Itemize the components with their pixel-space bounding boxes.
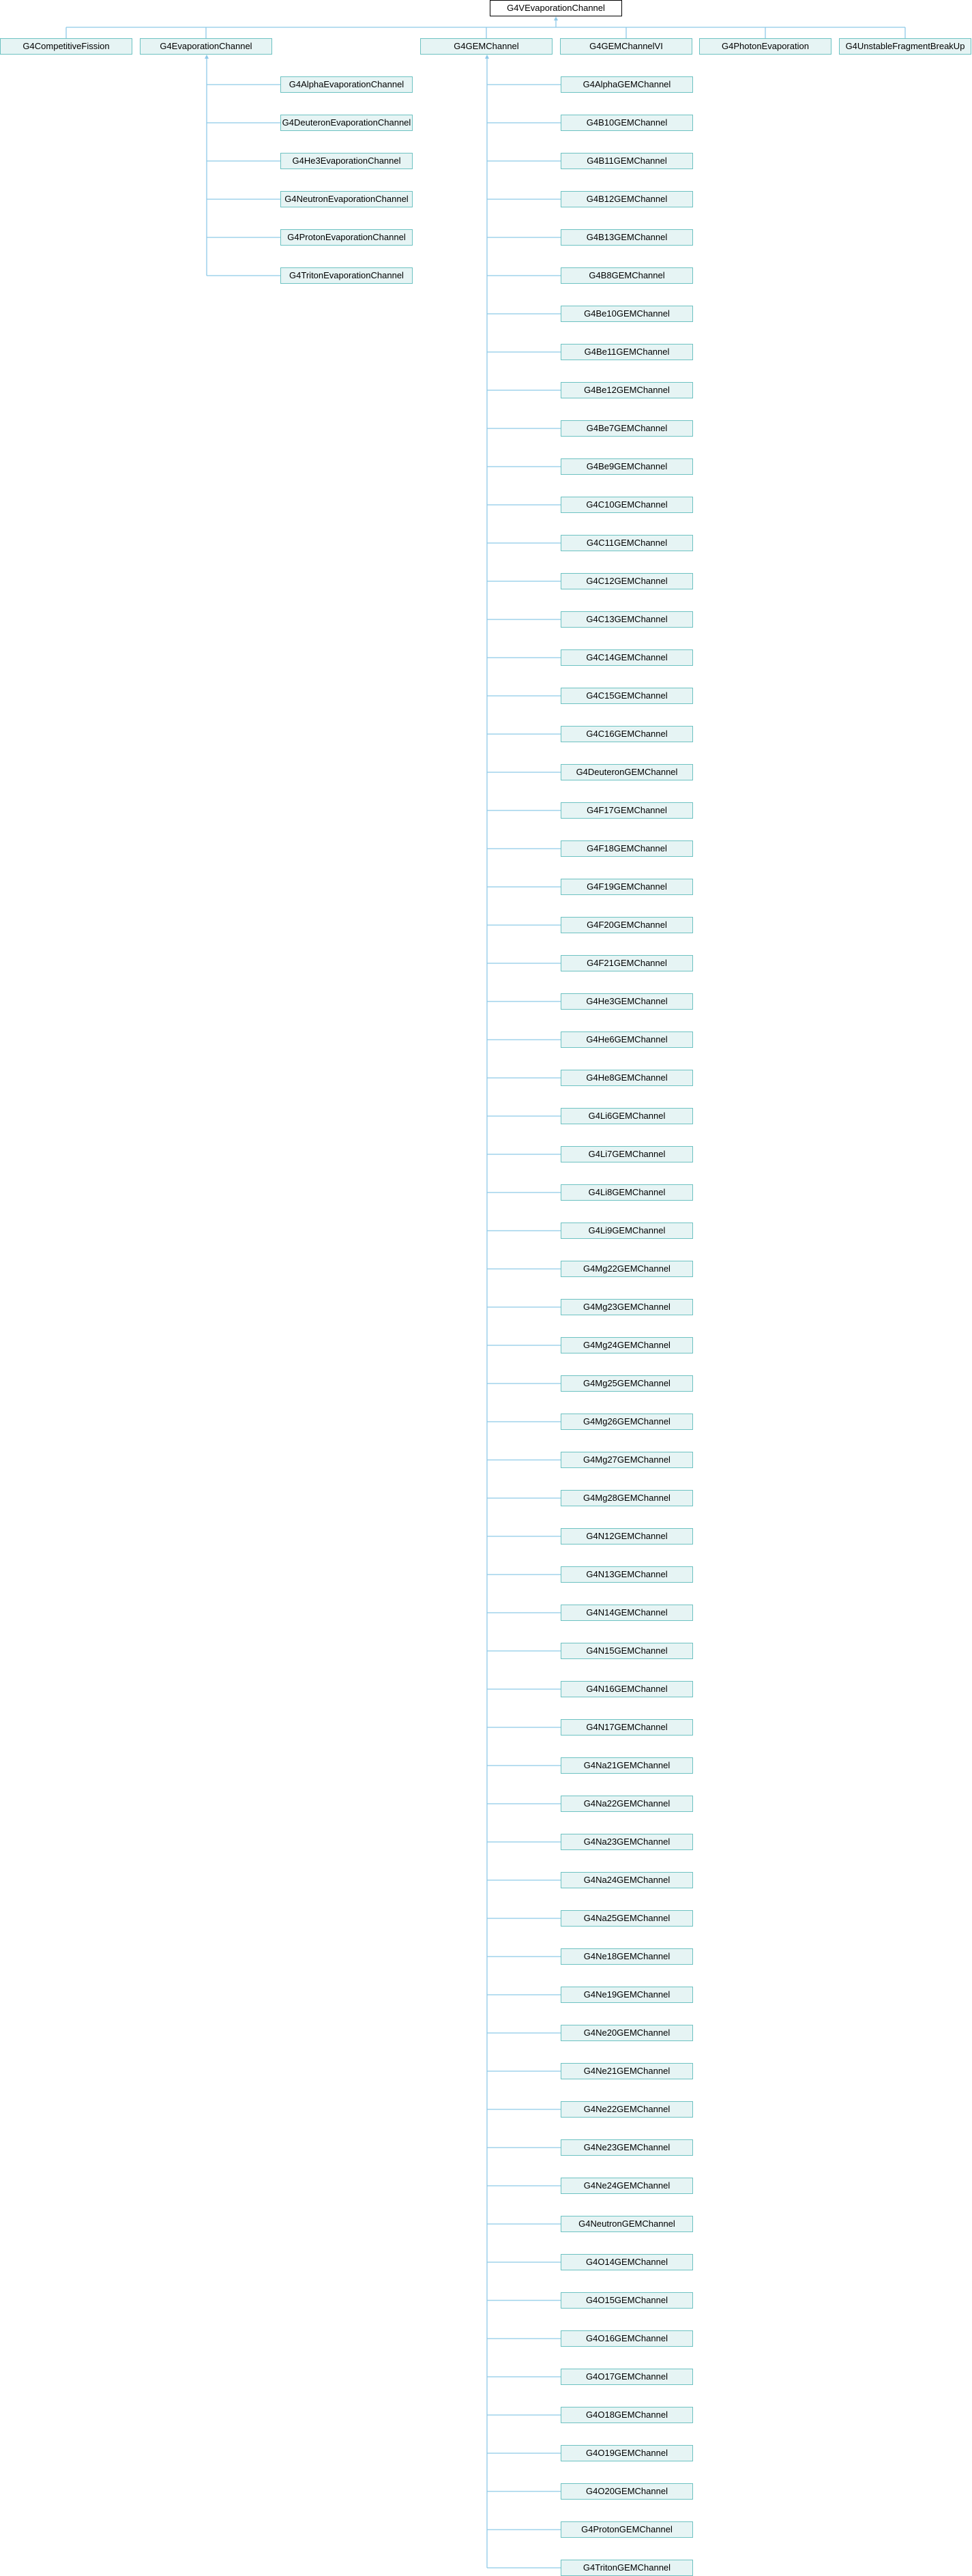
arrowhead-icon [554,16,558,20]
class-node[interactable]: G4Li9GEMChannel [561,1223,693,1239]
class-node[interactable]: G4N13GEMChannel [561,1566,693,1583]
class-node[interactable]: G4C15GEMChannel [561,688,693,704]
class-node[interactable]: G4Mg24GEMChannel [561,1337,693,1353]
class-node[interactable]: G4Mg25GEMChannel [561,1375,693,1392]
class-node[interactable]: G4TritonEvaporationChannel [280,267,413,284]
class-node[interactable]: G4GEMChannel [420,38,553,55]
class-node[interactable]: G4Be12GEMChannel [561,382,693,398]
class-node[interactable]: G4N15GEMChannel [561,1643,693,1659]
class-node[interactable]: G4Li6GEMChannel [561,1108,693,1124]
class-node[interactable]: G4Be11GEMChannel [561,344,693,360]
class-node[interactable]: G4B10GEMChannel [561,115,693,131]
class-node[interactable]: G4Na25GEMChannel [561,1910,693,1927]
class-node[interactable]: G4Na21GEMChannel [561,1757,693,1774]
class-node[interactable]: G4Li7GEMChannel [561,1146,693,1162]
class-node[interactable]: G4Ne20GEMChannel [561,2025,693,2041]
class-node[interactable]: G4Mg22GEMChannel [561,1261,693,1277]
class-node[interactable]: G4B12GEMChannel [561,191,693,207]
class-node[interactable]: G4Ne22GEMChannel [561,2101,693,2118]
class-node[interactable]: G4Mg27GEMChannel [561,1452,693,1468]
class-node[interactable]: G4Be7GEMChannel [561,420,693,437]
class-node[interactable]: G4He6GEMChannel [561,1031,693,1048]
class-node[interactable]: G4Ne21GEMChannel [561,2063,693,2079]
class-node[interactable]: G4N16GEMChannel [561,1681,693,1697]
class-node[interactable]: G4Ne19GEMChannel [561,1987,693,2003]
class-node[interactable]: G4PhotonEvaporation [699,38,831,55]
class-node[interactable]: G4ProtonGEMChannel [561,2521,693,2538]
class-node[interactable]: G4O19GEMChannel [561,2445,693,2461]
class-node[interactable]: G4O14GEMChannel [561,2254,693,2270]
class-node[interactable]: G4N14GEMChannel [561,1605,693,1621]
class-node[interactable]: G4EvaporationChannel [140,38,272,55]
class-node[interactable]: G4AlphaGEMChannel [561,76,693,93]
class-node[interactable]: G4C16GEMChannel [561,726,693,742]
class-node[interactable]: G4O16GEMChannel [561,2330,693,2347]
class-node[interactable]: G4Be10GEMChannel [561,306,693,322]
class-node[interactable]: G4He3GEMChannel [561,993,693,1010]
class-node[interactable]: G4Be9GEMChannel [561,458,693,475]
class-node[interactable]: G4B8GEMChannel [561,267,693,284]
class-node[interactable]: G4F18GEMChannel [561,840,693,857]
class-node[interactable]: G4Ne24GEMChannel [561,2178,693,2194]
class-node[interactable]: G4C13GEMChannel [561,611,693,628]
class-node[interactable]: G4O17GEMChannel [561,2369,693,2385]
class-node[interactable]: G4O18GEMChannel [561,2407,693,2423]
class-node[interactable]: G4F17GEMChannel [561,802,693,819]
class-node[interactable]: G4NeutronEvaporationChannel [280,191,413,207]
arrowhead-icon [205,55,209,59]
class-node[interactable]: G4VEvaporationChannel [490,0,622,16]
class-node[interactable]: G4He8GEMChannel [561,1070,693,1086]
class-node[interactable]: G4ProtonEvaporationChannel [280,229,413,246]
class-node[interactable]: G4O15GEMChannel [561,2292,693,2309]
class-node[interactable]: G4NeutronGEMChannel [561,2216,693,2232]
class-node[interactable]: G4C11GEMChannel [561,535,693,551]
class-node[interactable]: G4C12GEMChannel [561,573,693,589]
class-node[interactable]: G4F20GEMChannel [561,917,693,933]
class-node[interactable]: G4C14GEMChannel [561,649,693,666]
class-node[interactable]: G4Mg26GEMChannel [561,1414,693,1430]
class-node[interactable]: G4B13GEMChannel [561,229,693,246]
class-node[interactable]: G4C10GEMChannel [561,497,693,513]
class-node[interactable]: G4DeuteronEvaporationChannel [280,115,413,131]
class-node[interactable]: G4UnstableFragmentBreakUp [839,38,971,55]
arrowhead-icon [485,55,489,59]
class-node[interactable]: G4Na22GEMChannel [561,1796,693,1812]
class-node[interactable]: G4Mg28GEMChannel [561,1490,693,1506]
class-node[interactable]: G4N17GEMChannel [561,1719,693,1736]
class-node[interactable]: G4TritonGEMChannel [561,2560,693,2576]
class-node[interactable]: G4He3EvaporationChannel [280,153,413,169]
class-node[interactable]: G4F19GEMChannel [561,879,693,895]
class-node[interactable]: G4Ne18GEMChannel [561,1948,693,1965]
class-node[interactable]: G4N12GEMChannel [561,1528,693,1545]
class-node[interactable]: G4DeuteronGEMChannel [561,764,693,780]
class-node[interactable]: G4AlphaEvaporationChannel [280,76,413,93]
class-node[interactable]: G4Mg23GEMChannel [561,1299,693,1315]
class-node[interactable]: G4O20GEMChannel [561,2483,693,2500]
class-node[interactable]: G4GEMChannelVI [560,38,692,55]
class-node[interactable]: G4B11GEMChannel [561,153,693,169]
class-node[interactable]: G4CompetitiveFission [0,38,132,55]
class-node[interactable]: G4Na23GEMChannel [561,1834,693,1850]
class-node[interactable]: G4Na24GEMChannel [561,1872,693,1888]
class-node[interactable]: G4F21GEMChannel [561,955,693,971]
class-node[interactable]: G4Li8GEMChannel [561,1184,693,1201]
class-node[interactable]: G4Ne23GEMChannel [561,2139,693,2156]
